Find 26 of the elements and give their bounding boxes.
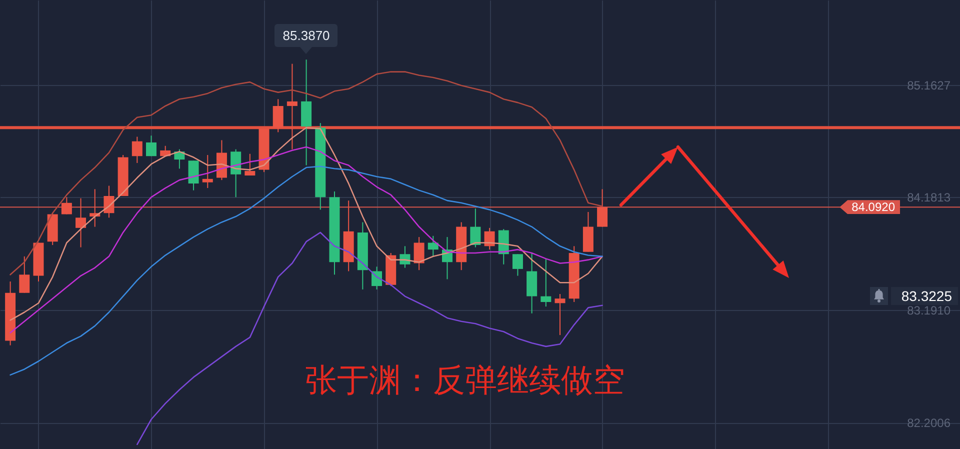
annotation: 张于渊：反弹继续做空 [305,361,625,399]
line-series [10,126,603,321]
candlestick [202,154,213,189]
candlestick [428,235,438,257]
candlestick [244,153,256,176]
candlestick [470,208,481,248]
candlestick [132,136,142,164]
y-tick-label: 84.1813 [907,190,951,204]
candlestick [19,256,30,294]
candlestick [230,148,242,198]
candlestick [188,160,199,191]
y-tick-label: 85.1627 [907,78,951,93]
candlestick [414,236,424,271]
candlestick [146,135,157,157]
candlestick [597,188,608,228]
candlestick [76,198,86,248]
y-tick-label: 83.1910 [907,303,951,318]
candlestick [61,196,72,215]
annotation: 85.3870 [274,24,338,47]
y-tick-label: 82.2006 [907,416,951,430]
candlestick [554,294,566,336]
ref-line-label: 84.0920 [840,200,900,214]
candlestick [512,254,523,276]
candlestick [540,258,552,308]
text: 83.3225 [891,287,958,305]
line-series [10,146,603,334]
